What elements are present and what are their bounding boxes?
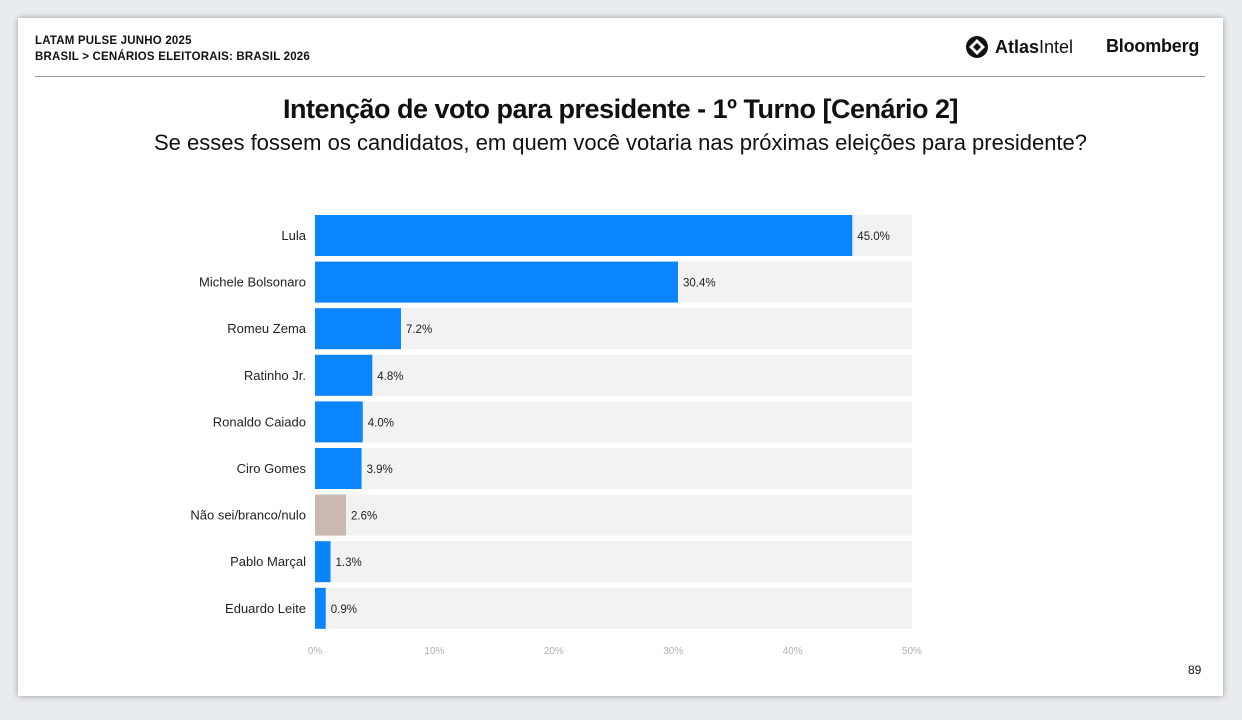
slide: LATAM PULSE JUNHO 2025 BRASIL > CENÁRIOS… [18, 18, 1223, 696]
atlasintel-wordmark: AtlasIntel [995, 36, 1074, 57]
data-label: 0.9% [331, 604, 357, 616]
category-label: Não sei/branco/nulo [190, 508, 306, 523]
category-label: Ronaldo Caiado [213, 414, 306, 429]
bar [315, 494, 347, 536]
bar-track [315, 401, 912, 443]
x-tick-label: 40% [783, 646, 803, 657]
bar [315, 308, 401, 350]
data-label: 4.8% [377, 371, 403, 383]
category-label: Pablo Marçal [230, 554, 306, 569]
x-tick-label: 10% [424, 646, 444, 657]
category-label: Michele Bolsonaro [199, 275, 306, 290]
bar [315, 587, 326, 629]
chart-subtitle: Se esses fossem os candidatos, em quem v… [153, 130, 1088, 155]
data-label: 4.0% [368, 417, 394, 429]
bar-track [315, 587, 912, 629]
bar [315, 401, 363, 443]
breadcrumb: BRASIL > CENÁRIOS ELEITORAIS: BRASIL 202… [35, 51, 310, 63]
category-label: Eduardo Leite [225, 601, 306, 616]
data-label: 2.6% [351, 511, 377, 523]
bar [315, 261, 678, 303]
data-label: 7.2% [406, 324, 432, 336]
bar-track [315, 308, 912, 350]
bar-track [315, 354, 912, 396]
data-label: 45.0% [857, 231, 890, 243]
bar [315, 354, 373, 396]
bar [315, 215, 853, 256]
bar-track [315, 448, 912, 489]
data-label: 3.9% [367, 464, 393, 476]
category-label: Romeu Zema [227, 321, 307, 336]
bar-track [315, 494, 912, 536]
category-label: Ratinho Jr. [244, 368, 306, 383]
bar-chart: Lula 45.0% Michele Bolsonaro 30.4% Romeu Zem… [190, 215, 922, 657]
atlasintel-logo: AtlasIntel [965, 35, 1073, 59]
page-number: 89 [1188, 663, 1202, 677]
x-tick-label: 20% [544, 646, 564, 657]
x-tick-label: 0% [308, 646, 323, 657]
data-label: 30.4% [683, 278, 716, 290]
atlasintel-mark-icon [966, 36, 988, 58]
bar-track [315, 541, 912, 583]
bloomberg-logo: Bloomberg [1106, 36, 1200, 56]
category-label: Ciro Gomes [237, 461, 307, 476]
chart-title: Intenção de voto para presidente - 1º Tu… [283, 94, 958, 124]
category-label: Lula [281, 228, 306, 243]
bar [315, 541, 331, 583]
bar [315, 448, 362, 489]
header-divider [35, 76, 1205, 77]
data-label: 1.3% [336, 557, 362, 569]
x-tick-label: 50% [902, 646, 922, 657]
x-tick-label: 30% [663, 646, 683, 657]
report-name: LATAM PULSE JUNHO 2025 [35, 35, 192, 47]
